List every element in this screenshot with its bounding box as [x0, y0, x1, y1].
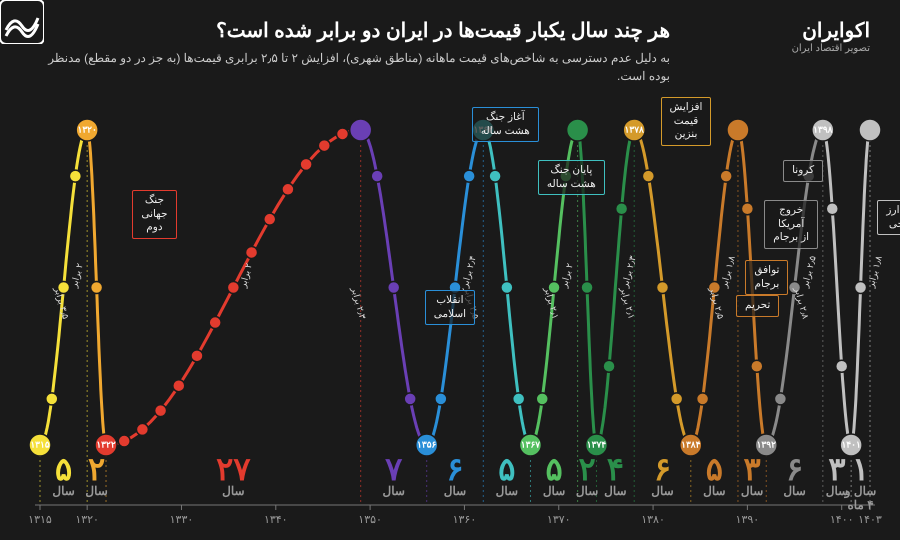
event-annotation: کرونا — [783, 160, 823, 182]
event-annotation: توافقبرجام — [745, 260, 788, 295]
axis-tick: ۱۳۲۰ — [72, 513, 102, 526]
node-year-label: ۱۳۷۸ — [625, 125, 644, 136]
axis-tick: ۱۳۴۰ — [261, 513, 291, 526]
axis-tick: ۱۳۵۰ — [355, 513, 385, 526]
logo-icon — [0, 0, 44, 44]
event-annotation: حذف ارزترجیحی — [877, 200, 900, 235]
page-subtitle: به دلیل عدم دسترسی به شاخص‌های قیمت ماها… — [30, 49, 670, 85]
node-year-label: ۱۳۹۲ — [757, 440, 776, 451]
period-label: ۴سال — [595, 455, 635, 498]
node-year-label: ۱۳۹۸ — [813, 125, 832, 136]
axis-tick: ۱۳۶۰ — [449, 513, 479, 526]
logo-tagline: تصویر اقتصاد ایران — [792, 43, 870, 54]
axis-tick: ۱۳۹۰ — [732, 513, 762, 526]
page-title: هر چند سال یکبار قیمت‌ها در ایران دو برا… — [30, 18, 670, 43]
event-annotation: تحریم — [736, 295, 779, 317]
period-label: ۶سال — [643, 455, 683, 498]
node-year-label: ۱۳۱۵ — [30, 440, 49, 451]
logo: اکوایران تصویر اقتصاد ایران — [792, 18, 870, 54]
period-label: ۲سال — [77, 455, 117, 498]
axis-tick: ۱۳۸۰ — [638, 513, 668, 526]
event-annotation: جنگجهانیدوم — [132, 190, 176, 239]
chart-area: ۱۳۱۵ ۱۳۲۰ ۱۳۳۰ ۱۳۴۰ ۱۳۵۰ ۱۳۶۰ ۱۳۷۰ ۱۳۸۰ ۱۳۹۰ ۱۴۰۰… — [0, 100, 900, 540]
period-label: ۱سال و ۴ ماه — [841, 455, 881, 512]
period-label: ۷سال — [374, 455, 414, 498]
event-annotation: آغاز جنگهشت ساله — [472, 107, 539, 142]
period-label: ۳سال — [732, 455, 772, 498]
period-label: ۵سال — [487, 455, 527, 498]
axis-tick: ۱۴۰۰ — [827, 513, 857, 526]
logo-brand: اکوایران — [792, 18, 870, 43]
node-year-label: ۱۳۸۴ — [681, 440, 700, 451]
node-year-label: ۱۳۲۲ — [96, 440, 115, 451]
event-annotation: پایان جنگهشت ساله — [538, 160, 605, 195]
event-annotation: خروجآمریکااز برجام — [764, 200, 818, 249]
axis-tick: ۱۳۳۰ — [166, 513, 196, 526]
node-year-label: ۱۴۰۱ — [841, 440, 860, 451]
period-label: ۵سال — [694, 455, 734, 498]
period-label: ۶سال — [775, 455, 815, 498]
period-label: ۲۷سال — [213, 455, 253, 498]
event-annotation: افزایشقیمتبنزین — [661, 97, 712, 146]
node-year-label: ۱۳۷۴ — [587, 440, 606, 451]
axis-tick: ۱۳۷۰ — [544, 513, 574, 526]
node-year-label: ۱۳۶۷ — [521, 440, 540, 451]
node-year-label: ۱۳۵۶ — [417, 440, 436, 451]
axis-tick: ۱۴۰۳ — [855, 513, 885, 526]
node-year-label: ۱۳۲۰ — [77, 125, 96, 136]
event-annotation: انقلاباسلامی — [425, 290, 475, 325]
period-label: ۶سال — [435, 455, 475, 498]
axis-tick: ۱۳۱۵ — [25, 513, 55, 526]
